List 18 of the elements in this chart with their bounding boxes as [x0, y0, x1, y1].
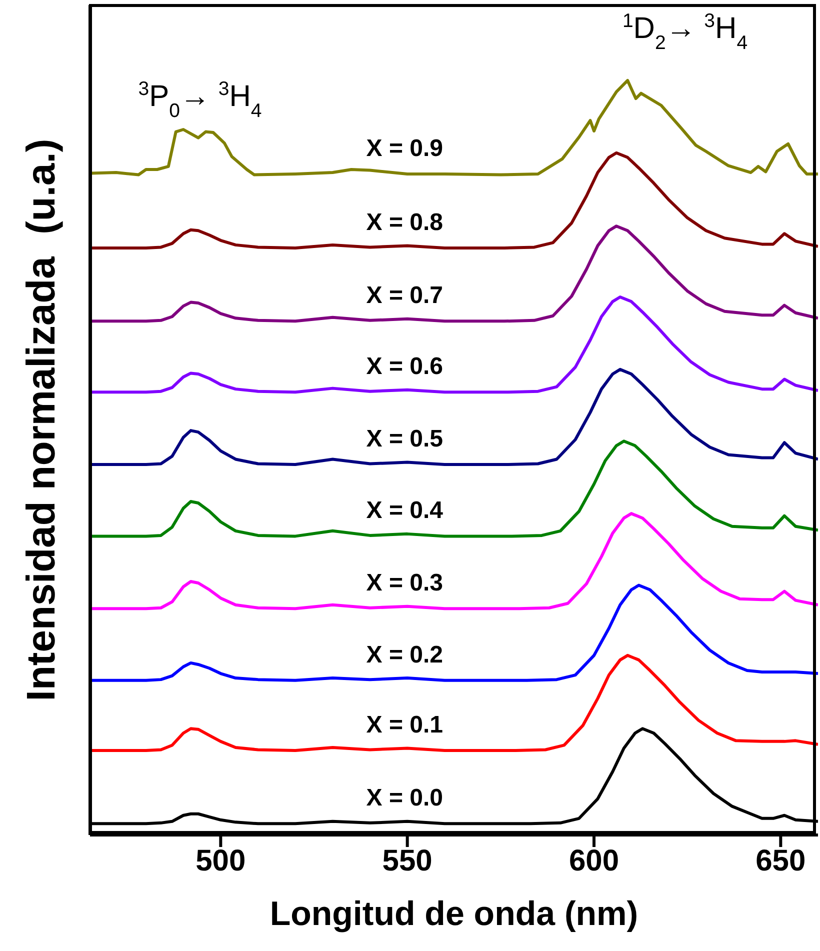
- text: $^{1}$D$_{2}$→ $^{3}$H$_{4}$: [622, 10, 748, 54]
- series-label: X = 0.7: [366, 282, 444, 310]
- series-label: X = 0.8: [366, 208, 444, 236]
- series-label: X = 0.6: [366, 353, 444, 380]
- series-label: X = 0.9: [366, 135, 444, 162]
- series-label: X = 0.4: [366, 497, 444, 524]
- series-label: X = 0.2: [366, 641, 444, 668]
- x-axis-title: Longitud de onda (nm): [268, 895, 640, 934]
- y-axis-title: Intensidad normalizada (u.a.): [20, 138, 64, 702]
- x-tick-label: 650: [756, 844, 806, 878]
- series-label: X = 0.0: [366, 784, 444, 812]
- x-tick-label: 500: [196, 844, 246, 878]
- series-label: X = 0.3: [366, 570, 444, 597]
- annotation: $^{3}$P$_{0}$→ $^{3}$H$_{4}$: [138, 78, 262, 122]
- x-tick-label: 550: [382, 844, 432, 878]
- series-label: X = 0.1: [366, 711, 444, 738]
- x-tick-label: 600: [568, 844, 620, 878]
- series-label: X = 0.5: [366, 426, 444, 453]
